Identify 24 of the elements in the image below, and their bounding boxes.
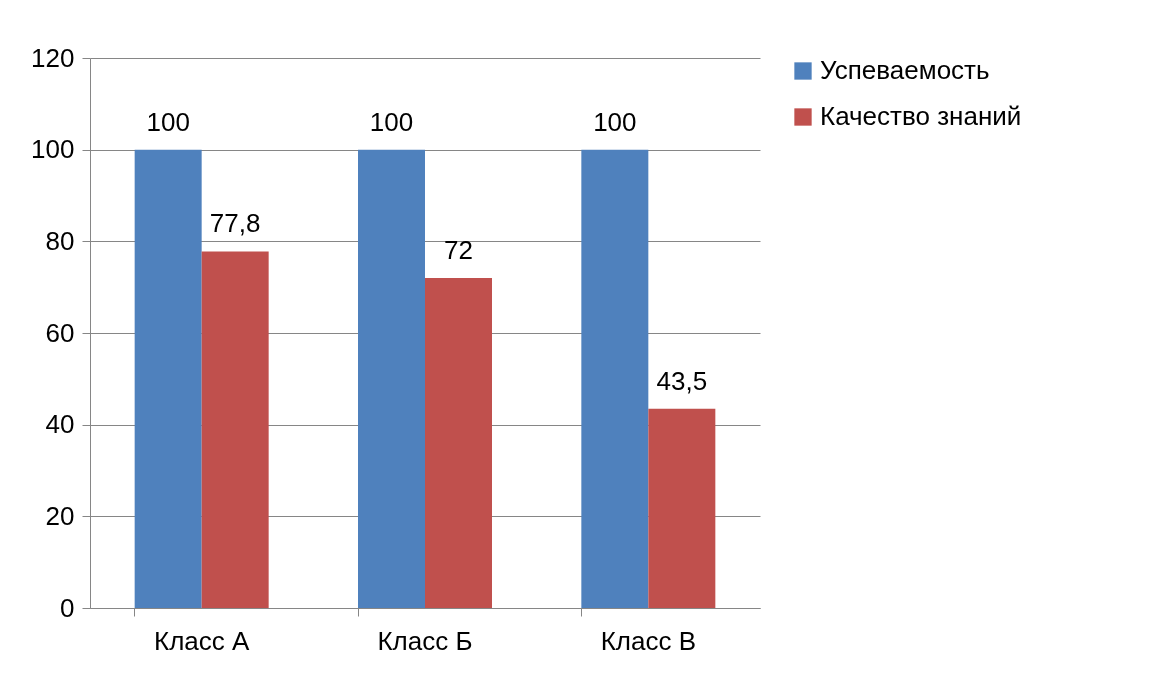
data-label: 100 bbox=[593, 106, 637, 137]
x-tick-label: Класс А bbox=[153, 625, 250, 656]
bar bbox=[358, 149, 425, 608]
legend-label: Успеваемость bbox=[820, 55, 990, 85]
bar bbox=[425, 278, 492, 608]
data-label: 100 bbox=[146, 106, 190, 137]
legend-label: Качество знаний bbox=[820, 101, 1022, 131]
y-tick-label: 80 bbox=[45, 225, 75, 256]
y-tick-label: 20 bbox=[45, 500, 75, 531]
data-label: 100 bbox=[369, 106, 414, 137]
y-tick-label: 100 bbox=[31, 134, 75, 165]
x-tick-label: Класс В bbox=[600, 625, 697, 656]
data-label: 43,5 bbox=[656, 365, 708, 396]
bar bbox=[134, 149, 202, 608]
bar bbox=[648, 408, 716, 608]
bar bbox=[581, 149, 649, 608]
data-label: 72 bbox=[444, 235, 473, 265]
y-tick-label: 60 bbox=[45, 317, 75, 348]
bar bbox=[201, 251, 269, 608]
x-tick-label: Класс Б bbox=[377, 625, 473, 656]
y-tick-label: 0 bbox=[60, 592, 75, 623]
y-tick-label: 120 bbox=[31, 42, 75, 73]
data-label: 77,8 bbox=[209, 208, 261, 239]
y-tick-label: 40 bbox=[45, 409, 75, 440]
